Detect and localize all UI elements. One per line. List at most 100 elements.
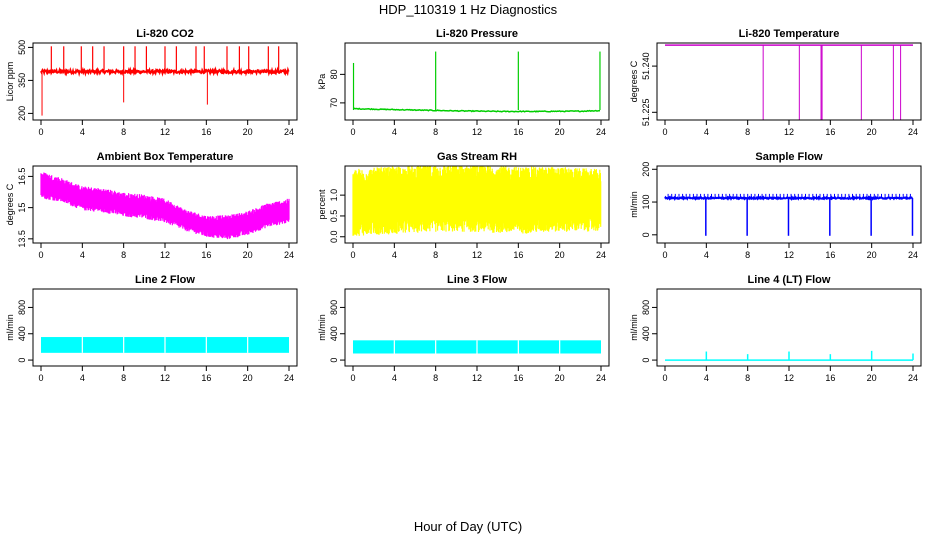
series-group xyxy=(665,350,914,361)
x-tick-label: 8 xyxy=(745,250,750,260)
series-line xyxy=(353,107,601,113)
panel-title: Li-820 CO2 xyxy=(136,28,193,40)
series-group xyxy=(665,44,913,120)
panel-title: Gas Stream RH xyxy=(437,151,517,163)
x-axis-caption: Hour of Day (UTC) xyxy=(413,519,523,534)
x-tick-label: 20 xyxy=(243,373,253,383)
x-tick-label: 16 xyxy=(513,250,523,260)
x-tick-label: 24 xyxy=(284,373,294,383)
y-axis-label: ml/min xyxy=(5,314,15,341)
x-tick-label: 8 xyxy=(745,127,750,137)
plot-frame xyxy=(656,42,922,121)
x-tick-label: 12 xyxy=(160,250,170,260)
x-tick-label: 0 xyxy=(38,250,43,260)
series-group xyxy=(40,46,290,116)
y-tick-label: 500 xyxy=(17,40,27,55)
y-tick-label: 15 xyxy=(17,203,27,213)
y-tick-label: 51.240 xyxy=(641,52,651,80)
x-tick-label: 12 xyxy=(472,250,482,260)
x-tick-label: 12 xyxy=(472,127,482,137)
y-tick-label: 0 xyxy=(641,358,651,363)
x-tick-label: 4 xyxy=(704,127,709,137)
y-tick-label: 80 xyxy=(329,69,339,79)
x-tick-label: 4 xyxy=(80,373,85,383)
x-tick-label: 12 xyxy=(784,373,794,383)
x-tick-label: 24 xyxy=(908,250,918,260)
x-tick-label: 4 xyxy=(392,250,397,260)
y-axis-label: ml/min xyxy=(629,314,639,341)
x-tick-label: 8 xyxy=(121,127,126,137)
x-tick-label: 0 xyxy=(38,127,43,137)
y-tick-label: 800 xyxy=(329,300,339,315)
y-axis-label: kPa xyxy=(317,74,327,90)
x-tick-label: 24 xyxy=(908,127,918,137)
x-tick-label: 8 xyxy=(121,373,126,383)
x-tick-label: 20 xyxy=(867,127,877,137)
series-group xyxy=(664,193,914,236)
panel-title: Sample Flow xyxy=(755,151,823,163)
y-tick-label: 400 xyxy=(329,326,339,341)
x-tick-label: 4 xyxy=(392,127,397,137)
y-tick-label: 16.5 xyxy=(17,168,27,186)
y-tick-label: 0.5 xyxy=(329,210,339,223)
series-group xyxy=(353,340,601,354)
x-tick-label: 16 xyxy=(201,373,211,383)
x-tick-label: 24 xyxy=(596,127,606,137)
x-tick-label: 12 xyxy=(784,250,794,260)
x-tick-label: 4 xyxy=(80,250,85,260)
x-tick-label: 8 xyxy=(433,373,438,383)
panel-3: Li-820 Temperature 0 4 8 12 16 20 24 51.225 51.24… xyxy=(629,28,922,137)
x-tick-label: 8 xyxy=(433,127,438,137)
y-tick-label: 400 xyxy=(641,326,651,341)
series-group xyxy=(41,337,289,353)
y-axis-label: degrees C xyxy=(5,183,15,225)
y-tick-label: 0 xyxy=(329,358,339,363)
y-tick-label: 350 xyxy=(17,73,27,88)
x-tick-label: 12 xyxy=(160,373,170,383)
x-tick-label: 4 xyxy=(80,127,85,137)
panel-title: Ambient Box Temperature xyxy=(97,151,234,163)
x-tick-label: 0 xyxy=(350,127,355,137)
x-tick-label: 20 xyxy=(243,127,253,137)
x-tick-label: 12 xyxy=(784,127,794,137)
y-tick-label: 200 xyxy=(641,162,651,177)
panel-title: Li-820 Temperature xyxy=(739,28,840,40)
y-tick-label: 0 xyxy=(641,232,651,237)
x-tick-label: 20 xyxy=(555,373,565,383)
x-tick-label: 16 xyxy=(825,250,835,260)
x-tick-label: 16 xyxy=(513,127,523,137)
x-tick-label: 0 xyxy=(38,373,43,383)
x-tick-label: 24 xyxy=(284,127,294,137)
x-tick-label: 8 xyxy=(433,250,438,260)
x-tick-label: 24 xyxy=(596,250,606,260)
x-tick-label: 12 xyxy=(160,127,170,137)
y-axis-label: percent xyxy=(317,189,327,220)
y-tick-label: 100 xyxy=(641,195,651,210)
x-tick-label: 4 xyxy=(704,373,709,383)
y-tick-label: 400 xyxy=(17,326,27,341)
x-tick-label: 20 xyxy=(867,250,877,260)
x-tick-label: 20 xyxy=(555,250,565,260)
y-tick-label: 51.225 xyxy=(641,99,651,127)
x-tick-label: 4 xyxy=(704,250,709,260)
x-tick-label: 12 xyxy=(472,373,482,383)
x-tick-label: 20 xyxy=(555,127,565,137)
panel-title: Line 2 Flow xyxy=(135,274,195,286)
x-tick-label: 8 xyxy=(745,373,750,383)
x-tick-label: 24 xyxy=(908,373,918,383)
x-tick-label: 20 xyxy=(243,250,253,260)
panel-title: Li-820 Pressure xyxy=(436,28,518,40)
x-tick-label: 0 xyxy=(662,250,667,260)
x-tick-label: 0 xyxy=(662,127,667,137)
panel-title: Line 3 Flow xyxy=(447,274,507,286)
series-ticks xyxy=(667,193,911,199)
panel-title: Line 4 (LT) Flow xyxy=(748,274,831,286)
series-line xyxy=(40,66,290,77)
series-band xyxy=(40,172,290,240)
